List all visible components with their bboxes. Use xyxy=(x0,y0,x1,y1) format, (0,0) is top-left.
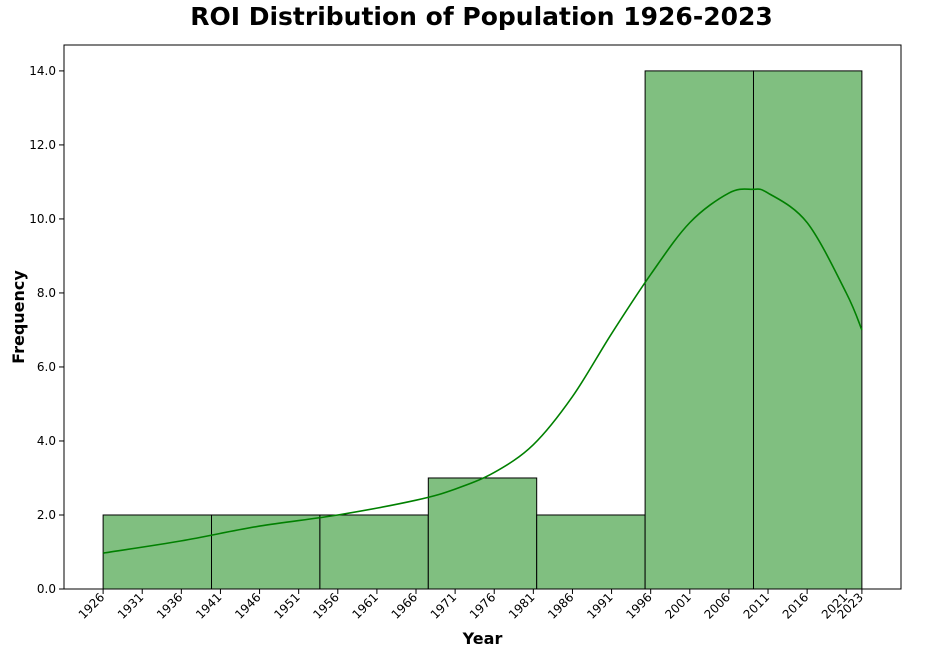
histogram-bar xyxy=(752,70,863,590)
x-tick-label: 1961 xyxy=(350,590,381,621)
x-tick-label: 1996 xyxy=(623,590,654,621)
y-tick-label: 14.0 xyxy=(29,64,56,78)
x-tick-label: 1951 xyxy=(271,590,302,621)
histogram-bar xyxy=(536,514,646,590)
y-tick-label: 6.0 xyxy=(37,360,56,374)
y-axis-label: Frequency xyxy=(9,270,28,364)
x-tick-label: 1946 xyxy=(232,590,263,621)
y-tick-label: 12.0 xyxy=(29,138,56,152)
x-tick-label: 1991 xyxy=(584,590,615,621)
x-tick-label: 2011 xyxy=(741,590,772,621)
chart-title: ROI Distribution of Population 1926-2023 xyxy=(190,2,773,31)
y-tick-label: 0.0 xyxy=(37,582,56,596)
plot-frame xyxy=(63,44,902,590)
y-tick-label: 2.0 xyxy=(37,508,56,522)
x-tick-label: 1976 xyxy=(467,590,498,621)
x-tick-label: 1926 xyxy=(76,590,107,621)
y-tick-label: 10.0 xyxy=(29,212,56,226)
x-tick-label: 1956 xyxy=(310,590,341,621)
x-tick-label: 1941 xyxy=(193,590,224,621)
y-tick-label: 4.0 xyxy=(37,434,56,448)
x-axis-label: Year xyxy=(462,629,503,648)
x-tick-label: 1981 xyxy=(506,590,537,621)
histogram-bar xyxy=(427,477,538,590)
kde-line xyxy=(102,188,863,554)
x-tick-label: 2006 xyxy=(702,590,733,621)
x-tick-label: 1966 xyxy=(389,590,420,621)
x-tick-label: 1936 xyxy=(154,590,185,621)
x-tick-label: 1971 xyxy=(428,590,459,621)
histogram-bar xyxy=(211,514,321,590)
x-tick-label: 2001 xyxy=(662,590,693,621)
x-tick-label: 1931 xyxy=(115,590,146,621)
x-tick-label: 1986 xyxy=(545,590,576,621)
histogram-bar xyxy=(319,514,429,590)
histogram-bar xyxy=(644,70,754,590)
x-tick-label: 2016 xyxy=(780,590,811,621)
y-tick-label: 8.0 xyxy=(37,286,56,300)
histogram-bar xyxy=(102,514,213,590)
